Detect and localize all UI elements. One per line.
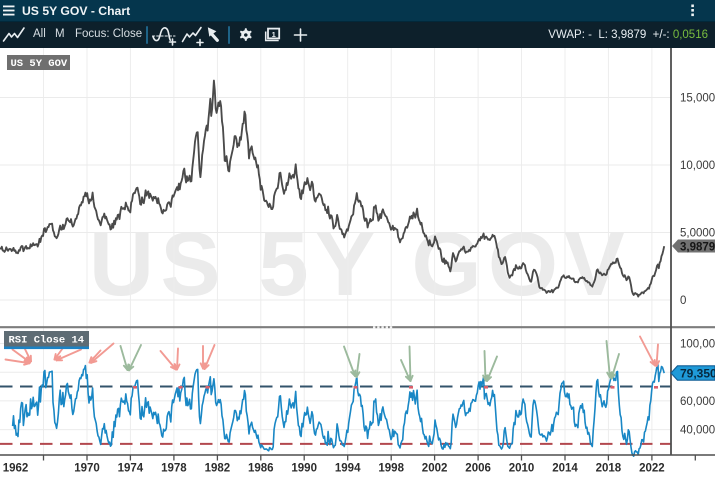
- svg-text:1998: 1998: [378, 463, 404, 475]
- svg-text:40,000: 40,000: [680, 425, 715, 437]
- svg-text:1994: 1994: [335, 463, 361, 475]
- svg-text:2022: 2022: [639, 463, 665, 475]
- svg-text:1962: 1962: [3, 463, 29, 475]
- svg-text:1978: 1978: [161, 463, 187, 475]
- svg-text:US 5Y GOV: US 5Y GOV: [11, 58, 68, 70]
- svg-text:US 5Y GOV: US 5Y GOV: [89, 215, 631, 315]
- svg-text:1986: 1986: [248, 463, 274, 475]
- svg-text:1990: 1990: [291, 463, 317, 475]
- svg-text:100,00: 100,00: [680, 339, 715, 351]
- svg-text:2014: 2014: [552, 463, 578, 475]
- svg-text:RSI Close 14: RSI Close 14: [9, 335, 85, 347]
- svg-text:1982: 1982: [205, 463, 231, 475]
- svg-text:0: 0: [680, 295, 686, 307]
- svg-text:2010: 2010: [509, 463, 535, 475]
- svg-text:2006: 2006: [465, 463, 491, 475]
- svg-text:3,9879: 3,9879: [680, 242, 715, 254]
- svg-text:2018: 2018: [596, 463, 622, 475]
- svg-text:15,000: 15,000: [680, 93, 715, 105]
- svg-text:5,0000: 5,0000: [680, 228, 715, 240]
- svg-text:1970: 1970: [74, 463, 100, 475]
- svg-text:1: 1: [272, 30, 276, 39]
- svg-text:10,000: 10,000: [680, 160, 715, 172]
- svg-text:2002: 2002: [422, 463, 448, 475]
- svg-text:1974: 1974: [118, 463, 144, 475]
- svg-text:79,350: 79,350: [680, 367, 715, 381]
- svg-text:60,000: 60,000: [680, 396, 715, 408]
